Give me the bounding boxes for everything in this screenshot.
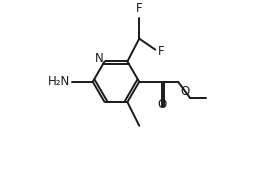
Text: O: O xyxy=(180,85,190,98)
Text: N: N xyxy=(95,53,104,66)
Text: F: F xyxy=(158,45,164,58)
Text: O: O xyxy=(157,98,167,111)
Text: H₂N: H₂N xyxy=(48,75,70,88)
Text: F: F xyxy=(136,2,143,15)
